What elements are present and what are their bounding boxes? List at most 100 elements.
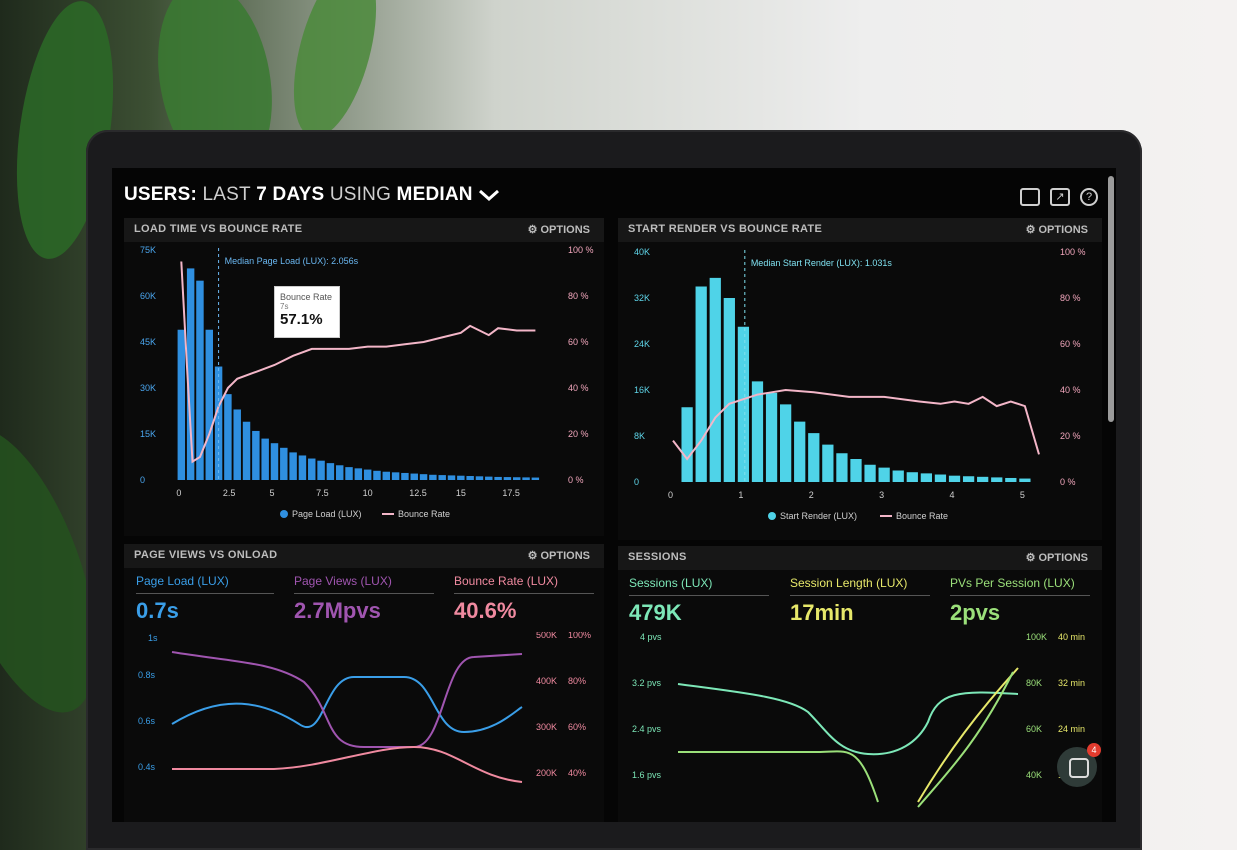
legend-label: Start Render (LUX) (780, 511, 857, 521)
bar (1019, 478, 1031, 482)
render-chart: 0 8K 16K 24K 32K 40K 0 % 20 % 40 % 60 % 80 % 100 % 0… (634, 247, 1086, 521)
bar (252, 430, 260, 480)
bar (962, 476, 975, 482)
help-icon[interactable]: ? (1080, 188, 1098, 206)
y-tick-label: 75K (140, 245, 156, 255)
tick-label: 300K (536, 722, 557, 732)
bar (948, 475, 961, 482)
sessions-panel: SESSIONS ⚙ OPTIONS Sessions (LUX) Sessio… (618, 546, 1102, 822)
bar (822, 444, 834, 482)
metric-value: 40.6% (454, 598, 517, 623)
options-button[interactable]: ⚙ OPTIONS (1025, 552, 1088, 564)
page-load-line (171, 676, 523, 734)
y-tick-label: 60K (140, 291, 156, 301)
bar (522, 477, 530, 480)
options-button[interactable]: ⚙ OPTIONS (527, 550, 590, 562)
legend-label: Bounce Rate (896, 511, 948, 521)
bar (850, 459, 862, 482)
tick-label: 80K (1026, 678, 1042, 688)
bar (513, 477, 521, 480)
tick-label: 200K (536, 768, 557, 778)
sessions-chart: 4 pvs 3.2 pvs 2.4 pvs 1.6 pvs 100K 80K 6… (632, 632, 1085, 808)
panel-title: START RENDER VS BOUNCE RATE (628, 223, 823, 235)
bar (1005, 477, 1017, 482)
bar (457, 475, 465, 480)
metric-label: Page Load (LUX) (136, 574, 229, 588)
render-panel: START RENDER VS BOUNCE RATE ⚙ OPTIONS 0 8… (618, 218, 1102, 540)
x-tick-label: 1 (738, 490, 743, 500)
bounce-rate-line (172, 745, 523, 783)
metric-value: 0.7s (136, 598, 179, 623)
header-icons: ↗ ? (1020, 188, 1098, 206)
y2-tick-label: 20 % (568, 429, 589, 439)
bar (681, 407, 693, 482)
tick-label: 40 min (1058, 632, 1085, 642)
bar (317, 460, 325, 480)
bar (494, 476, 502, 480)
y-tick-label: 8K (634, 431, 645, 441)
options-label: OPTIONS (1038, 552, 1088, 564)
scrollbar[interactable] (1108, 176, 1114, 422)
bar (233, 409, 241, 480)
bar (298, 455, 307, 480)
legend-label: Page Load (LUX) (292, 509, 362, 519)
bar (326, 463, 335, 480)
pvs-per-session-line (678, 671, 1014, 808)
tick-label: 0.6s (138, 716, 156, 726)
bar (308, 458, 316, 480)
metric-label: Page Views (LUX) (294, 574, 392, 588)
load-chart: 0 15K 30K 45K 60K 75K 0 % 20 % 40 % 60 % 80 % 100 %… (140, 245, 594, 519)
panel-title: PAGE VIEWS VS ONLOAD (134, 549, 278, 561)
bar (709, 277, 721, 482)
x-tick-label: 3 (879, 490, 884, 500)
page-title[interactable]: USERS: LAST 7 DAYS USING MEDIAN (124, 184, 500, 206)
bar (991, 477, 1003, 482)
tick-label: 32 min (1058, 678, 1085, 688)
tick-label: 4 pvs (640, 632, 662, 642)
bar (808, 433, 820, 482)
bar (836, 453, 848, 482)
bar (280, 447, 288, 480)
y-tick-label: 32K (634, 293, 650, 303)
y-tick-label: 16K (634, 385, 650, 395)
metric-value: 17min (790, 600, 854, 625)
share-icon[interactable]: ↗ (1050, 188, 1070, 206)
session-length-line (917, 667, 1019, 803)
x-tick-label: 17.5 (502, 488, 520, 498)
bar (977, 476, 989, 482)
bar (485, 476, 493, 480)
options-label: OPTIONS (540, 550, 590, 562)
bar (410, 473, 418, 480)
bar (892, 470, 904, 482)
y2-tick-label: 100 % (568, 245, 594, 255)
monitor-icon[interactable] (1020, 188, 1040, 206)
y2-tick-label: 60 % (1060, 339, 1081, 349)
chevron-down-icon[interactable] (478, 188, 500, 202)
options-button[interactable]: ⚙ OPTIONS (527, 224, 590, 236)
metric-label: Bounce Rate (LUX) (454, 574, 559, 588)
bar (429, 474, 437, 480)
bar (196, 280, 204, 480)
bar (363, 469, 372, 480)
tick-label: 400K (536, 676, 557, 686)
bar (920, 473, 932, 482)
bar (373, 470, 381, 480)
y-tick-label: 40K (634, 247, 650, 257)
bar (765, 392, 778, 482)
divider (790, 595, 930, 596)
y-tick-label: 45K (140, 337, 156, 347)
chat-launcher[interactable]: 4 (1057, 743, 1101, 787)
x-tick-label: 4 (950, 490, 955, 500)
bar (419, 474, 428, 480)
options-button[interactable]: ⚙ OPTIONS (1025, 224, 1088, 236)
tick-label: 500K (536, 632, 557, 640)
pageviews-chart: 1s 0.8s 0.6s 0.4s 500K 400K 300K 200K 10… (138, 632, 591, 783)
x-tick-label: 10 (363, 488, 373, 498)
title-prefix: USERS: (124, 184, 197, 205)
legend-marker (768, 512, 776, 520)
tick-label: 100K (1026, 632, 1047, 642)
bar (186, 268, 195, 480)
pageviews-panel: PAGE VIEWS VS ONLOAD ⚙ OPTIONS Page Load… (124, 544, 604, 822)
x-tick-label: 15 (456, 488, 466, 498)
y2-tick-label: 80 % (1060, 293, 1081, 303)
